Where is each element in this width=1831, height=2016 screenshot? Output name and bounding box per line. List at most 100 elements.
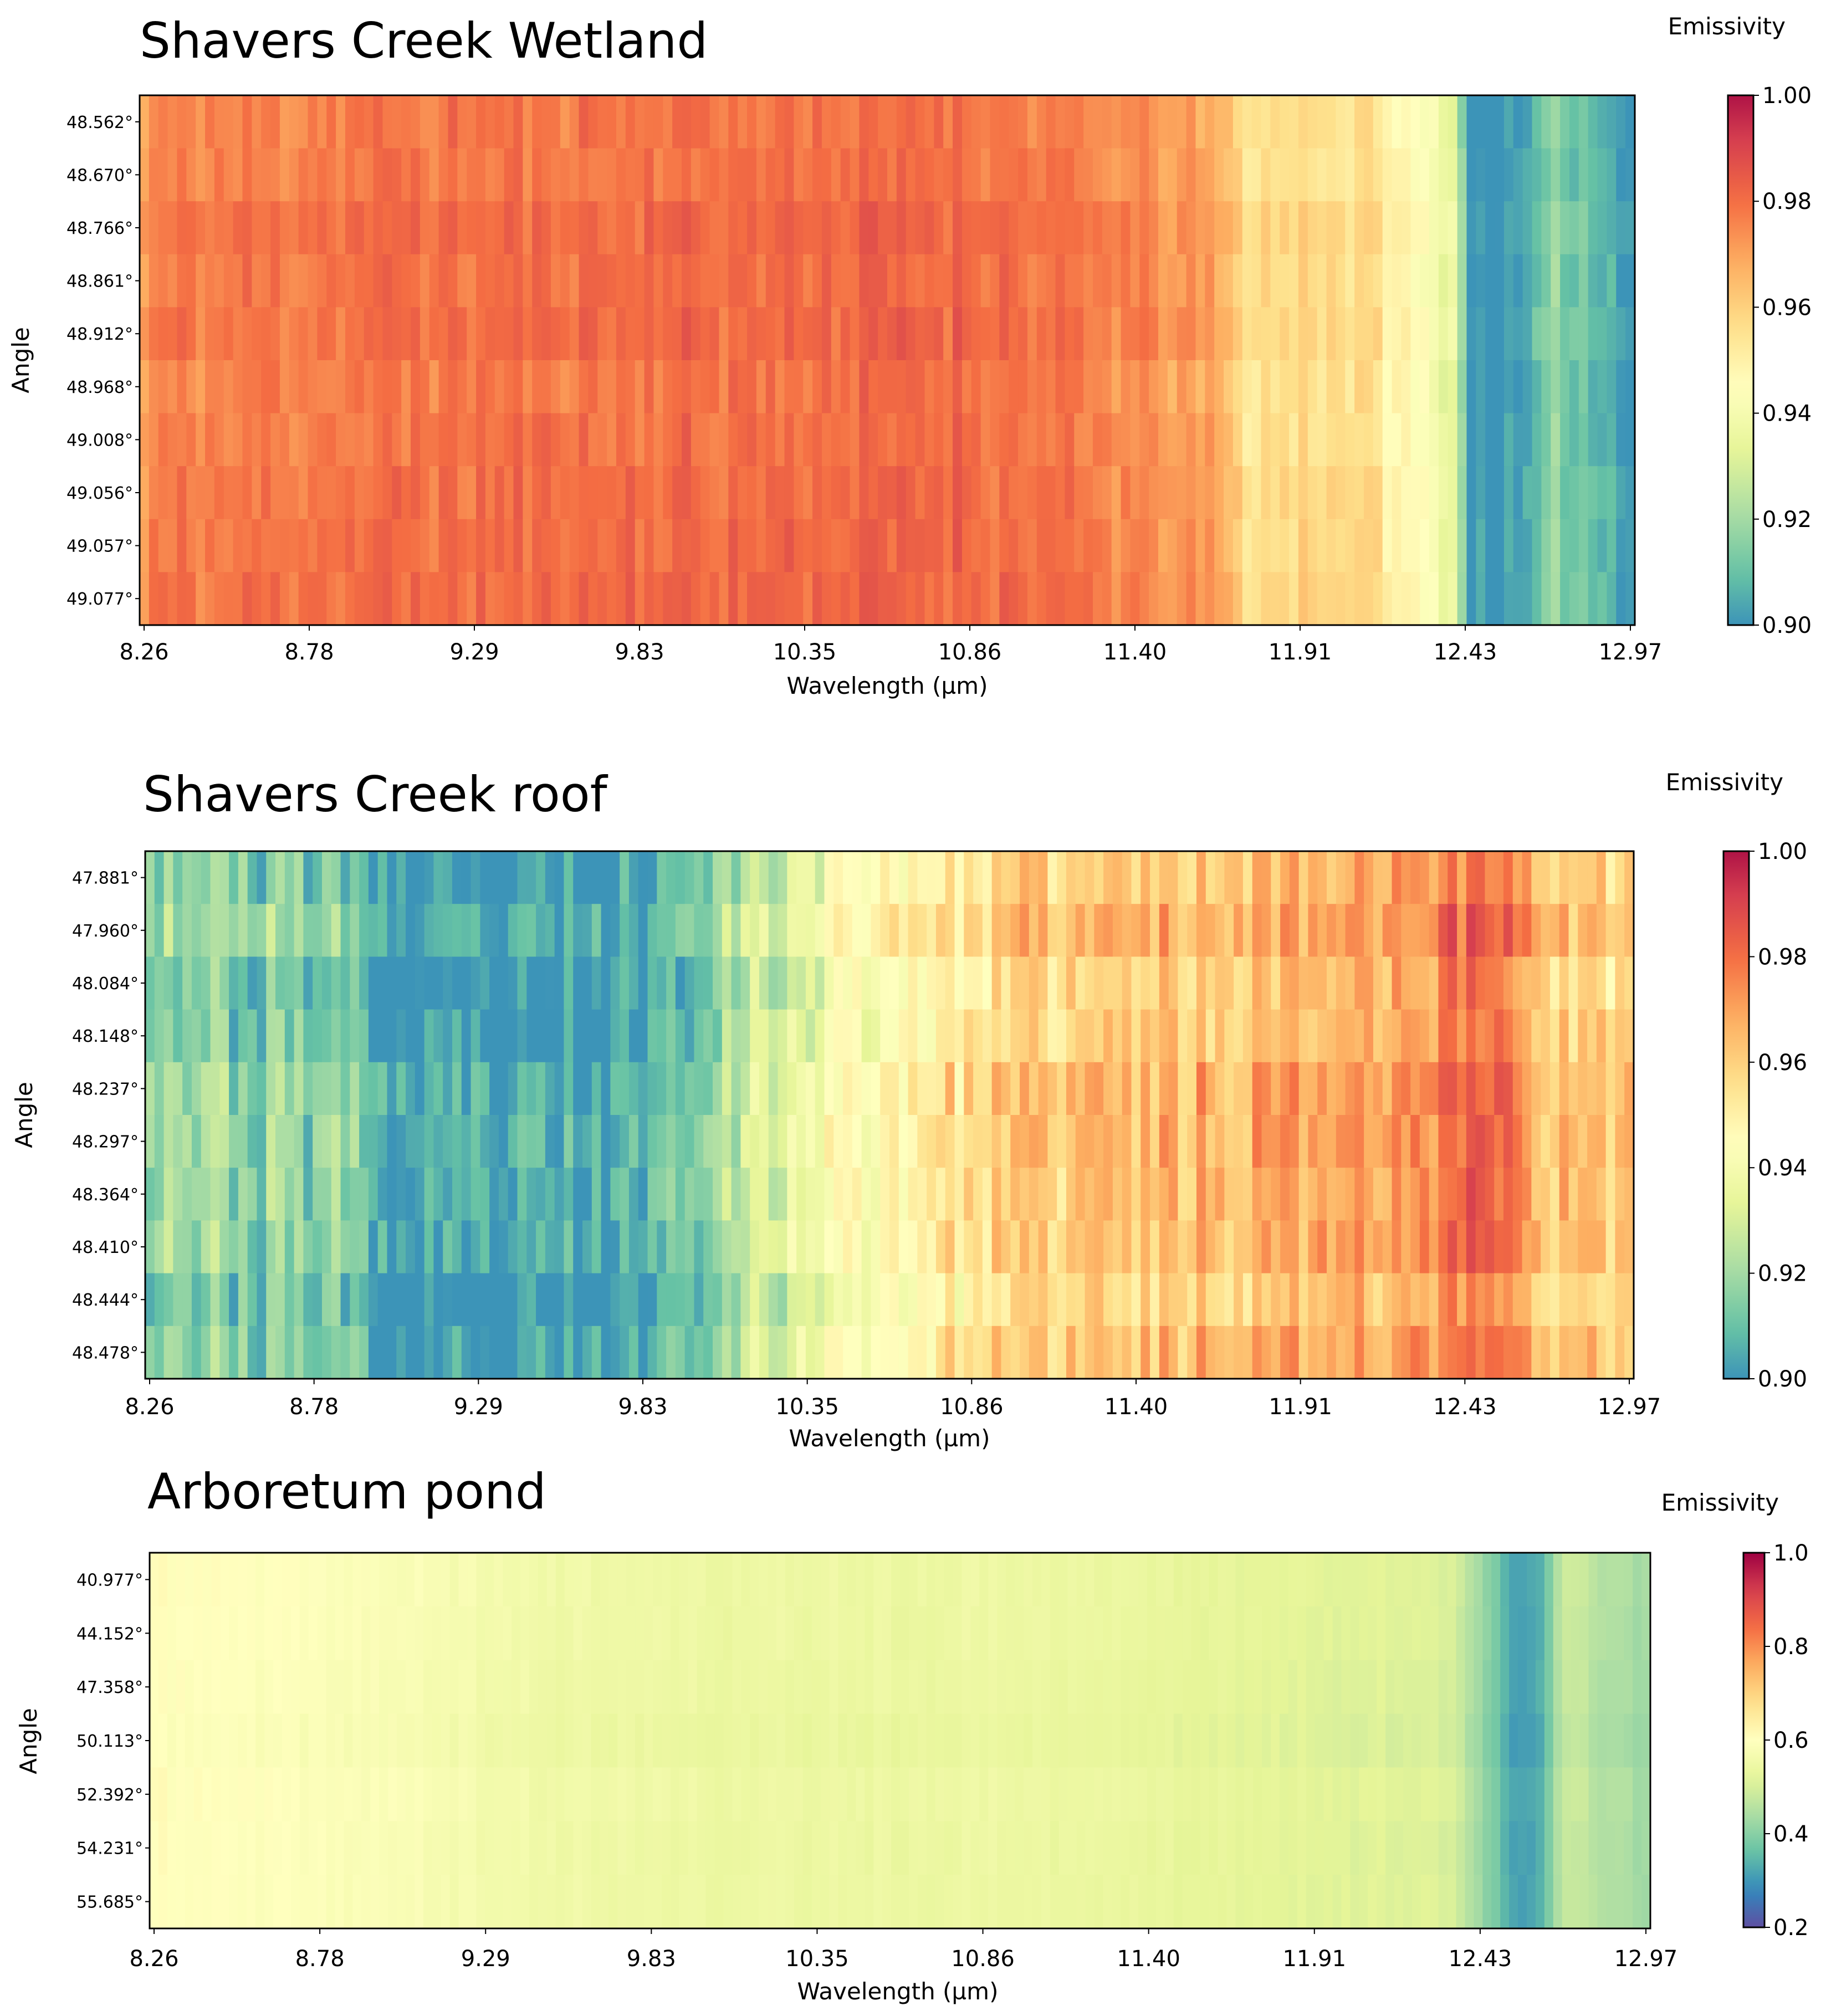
heatmap-cell	[1569, 148, 1579, 202]
heatmap-cell	[591, 1326, 602, 1379]
heatmap-cell	[392, 519, 402, 572]
heatmap-cell	[820, 1553, 830, 1607]
heatmap-cell	[722, 1168, 732, 1221]
heatmap-cell	[1438, 201, 1449, 255]
heatmap-cell	[644, 254, 654, 308]
y-tick-label: 55.685°	[76, 1893, 143, 1912]
heatmap-cell	[675, 1220, 686, 1274]
heatmap-cell	[433, 851, 443, 904]
heatmap-cell	[617, 1713, 627, 1768]
heatmap-cell	[1297, 1821, 1307, 1875]
heatmap-cell	[1562, 1660, 1572, 1715]
heatmap-cell	[917, 1168, 927, 1221]
heatmap-cell	[220, 1767, 229, 1821]
heatmap-cell	[457, 201, 467, 255]
heatmap-cell	[1513, 360, 1523, 414]
heatmap-cell	[1596, 1326, 1607, 1379]
heatmap-cell	[364, 466, 374, 520]
heatmap-cell	[1280, 1326, 1290, 1379]
heatmap-cell	[1094, 956, 1104, 1010]
heatmap-cell	[1083, 360, 1093, 414]
heatmap-cell	[1242, 413, 1252, 467]
heatmap-cell	[140, 307, 150, 361]
heatmap-cell	[149, 466, 159, 520]
heatmap-cell	[1615, 1009, 1625, 1063]
heatmap-cell	[635, 1713, 645, 1768]
heatmap-cell	[414, 1606, 424, 1661]
heatmap-cell	[523, 201, 533, 255]
colorbar-tick-label: 0.4	[1773, 1821, 1809, 1847]
heatmap-cell	[610, 1009, 620, 1063]
heatmap-cell	[545, 1168, 555, 1221]
heatmap-cell	[1173, 1553, 1183, 1607]
heatmap-cell	[261, 572, 271, 626]
heatmap-cell	[934, 254, 944, 308]
heatmap-cell	[719, 254, 729, 308]
heatmap-cell	[1010, 1062, 1020, 1116]
heatmap-cell	[990, 413, 1000, 467]
heatmap-cell	[1503, 466, 1514, 520]
heatmap-cell	[1474, 1553, 1483, 1607]
heatmap-cell	[382, 360, 392, 414]
heatmap-cell	[1503, 904, 1513, 957]
heatmap-cell	[759, 1553, 768, 1607]
heatmap-cell	[663, 360, 673, 414]
heatmap-cell	[350, 1273, 360, 1327]
heatmap-cell	[1327, 1326, 1337, 1379]
heatmap-cell	[1373, 1273, 1383, 1327]
x-axis-label: Wavelength (µm)	[787, 672, 988, 699]
heatmap-cell	[1541, 1115, 1551, 1168]
heatmap-cell	[397, 1875, 406, 1929]
heatmap-cell	[560, 254, 570, 308]
heatmap-cell	[264, 1606, 274, 1661]
heatmap-cell	[1155, 1821, 1165, 1875]
heatmap-cell	[1102, 254, 1112, 308]
heatmap-cell	[504, 413, 514, 467]
heatmap-cell	[684, 904, 695, 957]
heatmap-cell	[1475, 1115, 1485, 1168]
heatmap-cell	[223, 148, 234, 202]
heatmap-cell	[838, 1553, 848, 1607]
heatmap-cell	[467, 360, 477, 414]
x-axis-label: Wavelength (µm)	[797, 1978, 999, 2005]
heatmap-cell	[520, 1767, 530, 1821]
heatmap-cell	[672, 572, 682, 626]
heatmap-cell	[1130, 413, 1140, 467]
heatmap-cell	[177, 413, 187, 467]
heatmap-cell	[1373, 956, 1383, 1010]
heatmap-cell	[1354, 95, 1364, 149]
heatmap-cell	[1541, 1062, 1551, 1116]
heatmap-cell	[167, 1660, 177, 1715]
heatmap-cell	[429, 466, 439, 520]
heatmap-cell	[738, 466, 748, 520]
heatmap-cell	[423, 1660, 433, 1715]
heatmap-cell	[438, 466, 449, 520]
heatmap-cell	[1112, 1767, 1121, 1821]
heatmap-cell	[498, 851, 509, 904]
heatmap-cell	[943, 95, 953, 149]
heatmap-cell	[1196, 1168, 1206, 1221]
heatmap-cell	[652, 1660, 662, 1715]
heatmap-cell	[1560, 466, 1570, 520]
heatmap-cell	[1447, 1713, 1457, 1768]
heatmap-cell	[1306, 1606, 1316, 1661]
heatmap-cell	[223, 360, 234, 414]
heatmap-cell	[1224, 148, 1234, 202]
heatmap-cell	[891, 1821, 901, 1875]
colorbar-tick-label: 1.0	[1773, 1541, 1809, 1566]
heatmap-cell	[336, 466, 346, 520]
heatmap-cell	[1503, 1220, 1513, 1274]
heatmap-cell	[266, 851, 276, 904]
heatmap-cell	[1317, 148, 1327, 202]
heatmap-cell	[991, 851, 1002, 904]
heatmap-cell	[625, 413, 636, 467]
heatmap-cell	[1419, 1273, 1430, 1327]
heatmap-cell	[1057, 1009, 1067, 1063]
heatmap-cell	[273, 1875, 283, 1929]
heatmap-cell	[1494, 1168, 1504, 1221]
heatmap-cell	[1532, 148, 1542, 202]
heatmap-cell	[331, 1273, 341, 1327]
heatmap-cell	[555, 1553, 565, 1607]
heatmap-cell	[266, 904, 276, 957]
heatmap-cell	[628, 1115, 639, 1168]
